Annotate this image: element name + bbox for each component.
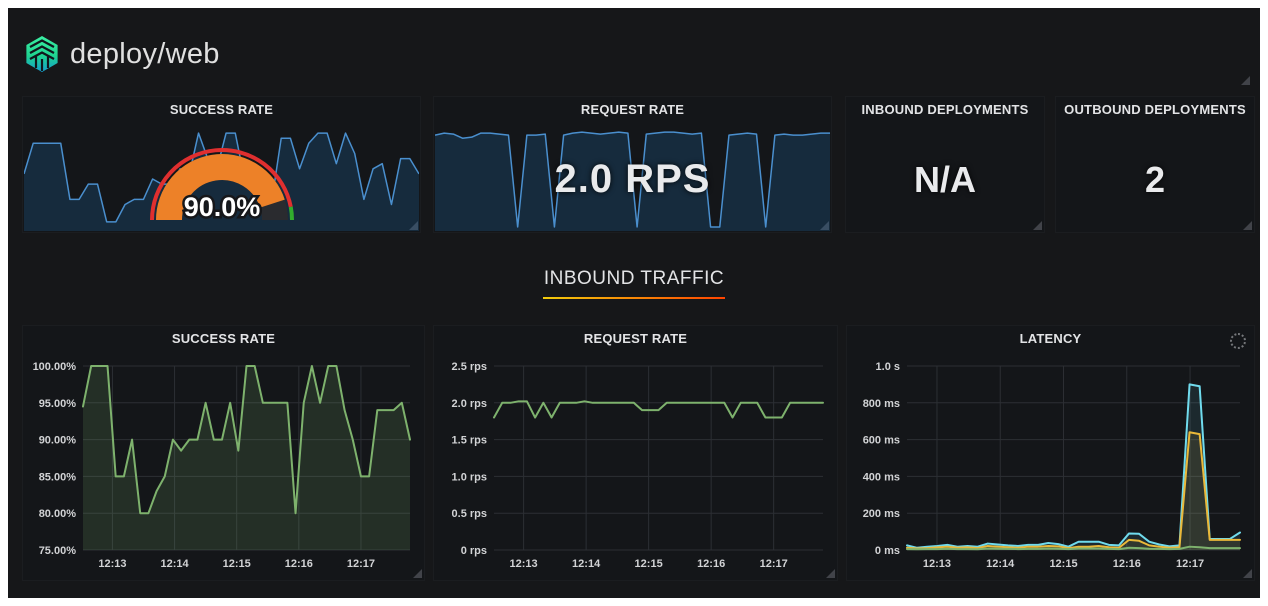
panel-inbound-request-rate: REQUEST RATE 0 rps 0.5 rps 1.0 rps 1.5 rps 2…	[433, 325, 838, 581]
loading-spinner-icon	[1230, 333, 1246, 349]
panel-title-outbound-deployments[interactable]: OUTBOUND DEPLOYMENTS	[1064, 102, 1246, 117]
request-rate-value: 2.0 RPS	[554, 157, 711, 201]
svg-text:12:17: 12:17	[1176, 558, 1204, 570]
resize-handle[interactable]	[1033, 221, 1042, 230]
svg-text:12:15: 12:15	[635, 558, 663, 570]
svg-text:12:16: 12:16	[1113, 558, 1141, 570]
svg-text:0 ms: 0 ms	[875, 545, 900, 557]
svg-text:90.0%: 90.0%	[183, 192, 260, 222]
svg-text:80.00%: 80.00%	[39, 508, 77, 520]
svg-text:2.5 rps: 2.5 rps	[452, 361, 487, 373]
svg-text:12:14: 12:14	[160, 558, 189, 570]
svg-text:12:15: 12:15	[223, 558, 251, 570]
svg-text:600 ms: 600 ms	[863, 435, 900, 447]
resize-handle[interactable]	[413, 569, 422, 578]
inbound-request-rate-chart[interactable]: 0 rps 0.5 rps 1.0 rps 1.5 rps 2.0 rps 2.5 rps…	[440, 356, 831, 576]
resize-handle[interactable]	[826, 569, 835, 578]
svg-text:1.5 rps: 1.5 rps	[452, 435, 487, 447]
resize-handle[interactable]	[1243, 221, 1252, 230]
dashboard-header: deploy/web	[22, 30, 220, 78]
dashboard-title: deploy/web	[70, 37, 220, 70]
linkerd-logo-icon	[26, 36, 58, 72]
svg-text:2.0 rps: 2.0 rps	[452, 398, 487, 410]
panel-title-inbound-latency[interactable]: LATENCY	[1019, 331, 1082, 346]
svg-text:0.5 rps: 0.5 rps	[452, 508, 487, 520]
svg-text:12:13: 12:13	[923, 558, 951, 570]
panel-title-inbound-deployments[interactable]: INBOUND DEPLOYMENTS	[861, 102, 1029, 117]
svg-text:12:16: 12:16	[697, 558, 725, 570]
resize-handle[interactable]	[820, 221, 829, 230]
svg-text:400 ms: 400 ms	[863, 471, 900, 483]
outbound-deployments-value: 2	[1144, 158, 1166, 200]
panel-inbound-latency: LATENCY 0 ms 200 ms 400 ms 600 ms 800 ms 1.0 …	[846, 325, 1255, 581]
svg-text:12:13: 12:13	[98, 558, 126, 570]
resize-handle[interactable]	[1243, 569, 1252, 578]
panel-title-request-rate[interactable]: REQUEST RATE	[580, 102, 685, 117]
panel-title-inbound-request-rate[interactable]: REQUEST RATE	[583, 331, 688, 346]
svg-text:75.00%: 75.00%	[39, 545, 77, 557]
svg-text:12:14: 12:14	[572, 558, 601, 570]
request-rate-sparkline-chart[interactable]	[435, 127, 830, 231]
panel-title-inbound-success-rate[interactable]: SUCCESS RATE	[171, 331, 276, 346]
svg-text:12:15: 12:15	[1049, 558, 1077, 570]
svg-text:12:17: 12:17	[760, 558, 788, 570]
svg-text:85.00%: 85.00%	[39, 471, 77, 483]
panel-outbound-deployments: OUTBOUND DEPLOYMENTS 2	[1055, 96, 1255, 233]
panel-request-rate-stat: REQUEST RATE 2.0 RPS	[433, 96, 832, 233]
section-header: INBOUND TRAFFIC	[8, 268, 1260, 299]
section-title: INBOUND TRAFFIC	[543, 268, 725, 289]
svg-text:1.0 rps: 1.0 rps	[452, 471, 487, 483]
panel-success-rate-stat: SUCCESS RATE 90.0%	[22, 96, 421, 233]
svg-text:12:16: 12:16	[285, 558, 313, 570]
success-rate-gauge[interactable]: 90.0%	[122, 116, 322, 228]
resize-handle[interactable]	[409, 221, 418, 230]
resize-handle[interactable]	[1241, 76, 1250, 85]
inbound-success-rate-chart[interactable]: 75.00% 80.00% 85.00% 90.00% 95.00% 100.00% 12:…	[29, 356, 418, 576]
panel-title-success-rate[interactable]: SUCCESS RATE	[169, 102, 274, 117]
dashboard: deploy/web SUCCESS RATE 90.0% REQUEST RA…	[8, 8, 1260, 598]
svg-text:100.00%: 100.00%	[33, 361, 77, 373]
svg-text:12:17: 12:17	[347, 558, 375, 570]
svg-text:90.00%: 90.00%	[39, 435, 77, 447]
svg-text:12:13: 12:13	[510, 558, 538, 570]
svg-text:0 rps: 0 rps	[461, 545, 487, 557]
svg-text:1.0 s: 1.0 s	[876, 361, 900, 373]
inbound-latency-chart[interactable]: 0 ms 200 ms 400 ms 600 ms 800 ms 1.0 s 12:13 12…	[853, 356, 1248, 576]
panel-inbound-success-rate: SUCCESS RATE 75.00% 80.00% 85.00% 90.00% 95.…	[22, 325, 425, 581]
svg-text:200 ms: 200 ms	[863, 508, 900, 520]
panel-inbound-deployments: INBOUND DEPLOYMENTS N/A	[845, 96, 1045, 233]
inbound-deployments-value: N/A	[914, 158, 976, 200]
svg-text:12:14: 12:14	[986, 558, 1015, 570]
section-underline	[543, 297, 725, 299]
svg-text:800 ms: 800 ms	[863, 398, 900, 410]
svg-text:95.00%: 95.00%	[39, 398, 77, 410]
